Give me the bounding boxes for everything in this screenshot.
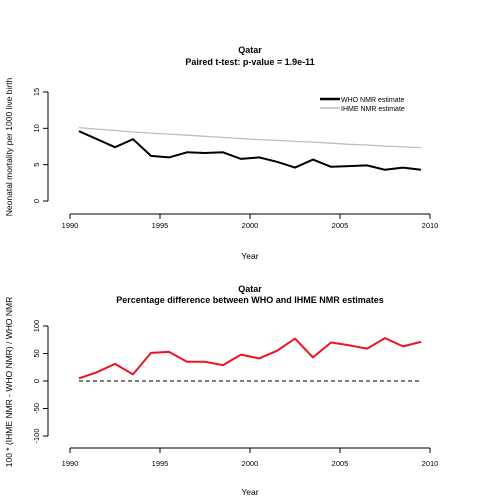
difference-series-line bbox=[79, 338, 421, 378]
y-tick-label: 0 bbox=[32, 199, 41, 203]
mortality-chart: Qatar Paired t-test: p-value = 1.9e-11 1… bbox=[4, 45, 438, 261]
x-axis-label-2: Year bbox=[241, 487, 258, 497]
legend-label-who: WHO NMR estimate bbox=[341, 97, 405, 104]
chart-title: Qatar bbox=[238, 45, 262, 55]
x-tick-label: 2010 bbox=[422, 221, 439, 230]
ihme-series-line bbox=[79, 128, 421, 148]
y-tick-label: -50 bbox=[32, 403, 41, 414]
x-tick-label: 1990 bbox=[62, 459, 79, 468]
y-tick-label: -100 bbox=[32, 428, 41, 443]
y-tick-label: 15 bbox=[32, 88, 41, 96]
chart-title-2: Qatar bbox=[238, 284, 262, 294]
x-tick-label: 2005 bbox=[332, 459, 349, 468]
legend: WHO NMR estimate IHME NMR estimate bbox=[320, 97, 405, 113]
legend-label-ihme: IHME NMR estimate bbox=[341, 106, 405, 113]
x-tick-label: 2000 bbox=[242, 221, 259, 230]
y-tick-label: 50 bbox=[32, 349, 41, 357]
x-tick-label: 2005 bbox=[332, 221, 349, 230]
difference-chart: Qatar Percentage difference between WHO … bbox=[4, 284, 438, 497]
x-tick-label: 2000 bbox=[242, 459, 259, 468]
x-tick-label: 2010 bbox=[422, 459, 439, 468]
difference-series bbox=[79, 338, 421, 381]
y-tick-label: 100 bbox=[32, 320, 41, 333]
y-axis-label: Neonatal mortality per 1000 live birth bbox=[4, 78, 14, 217]
x-axis-label: Year bbox=[241, 251, 258, 261]
y-tick-label: 5 bbox=[32, 163, 41, 167]
y-axis-label-2: 100 * (IHME NMR - WHO NMR) / WHO NMR bbox=[4, 297, 14, 467]
chart-subtitle-2: Percentage difference between WHO and IH… bbox=[116, 295, 384, 305]
chart-subtitle: Paired t-test: p-value = 1.9e-11 bbox=[185, 57, 314, 67]
y-tick-label: 10 bbox=[32, 124, 41, 132]
x-tick-label: 1995 bbox=[152, 221, 169, 230]
who-series-line bbox=[79, 131, 421, 170]
y-tick-label: 0 bbox=[32, 379, 41, 383]
x-tick-label: 1990 bbox=[62, 221, 79, 230]
x-tick-label: 1995 bbox=[152, 459, 169, 468]
mortality-series bbox=[79, 128, 421, 170]
